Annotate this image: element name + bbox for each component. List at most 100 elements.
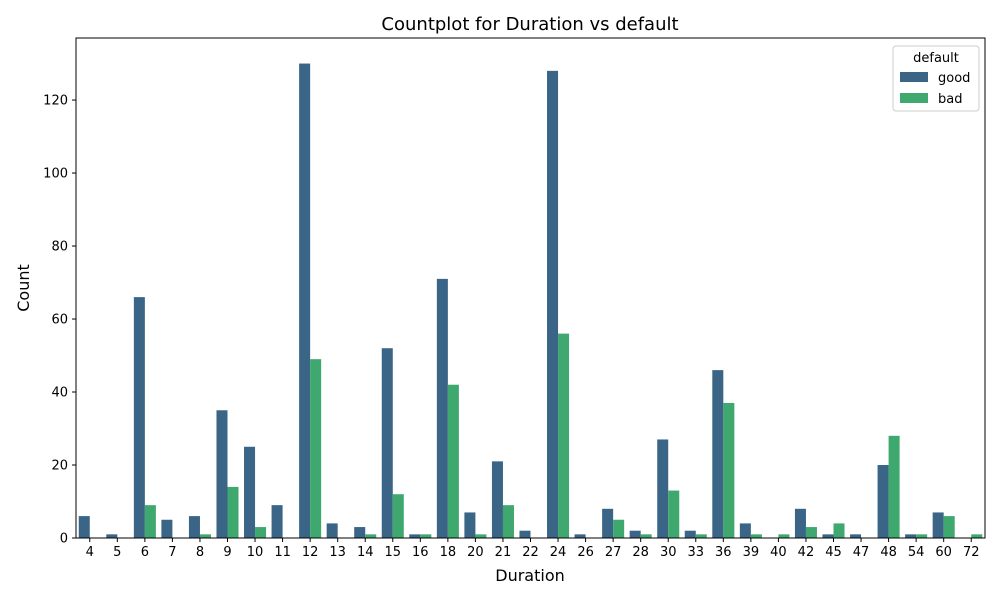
bar-bad-24 [558, 333, 570, 538]
x-tick-label: 27 [605, 545, 622, 560]
y-tick-label: 100 [43, 167, 68, 182]
x-tick-label: 7 [168, 545, 176, 560]
x-tick-label: 47 [853, 545, 870, 560]
bar-good-6 [133, 297, 145, 538]
bar-bad-39 [750, 534, 762, 538]
bar-bad-36 [723, 402, 735, 538]
y-tick-label: 120 [43, 94, 68, 109]
bar-bad-8 [199, 534, 211, 538]
bar-good-48 [877, 465, 889, 538]
bar-good-12 [299, 63, 311, 539]
bar-bad-10 [255, 527, 267, 538]
bar-bad-21 [502, 505, 514, 538]
bar-good-22 [519, 530, 531, 538]
y-tick-label: 40 [51, 386, 68, 401]
y-axis-ticks: 0 20 40 60 80 100 120 [43, 94, 76, 547]
x-tick-label: 26 [577, 545, 594, 560]
bar-good-33 [684, 530, 696, 538]
x-tick-label: 14 [357, 545, 374, 560]
x-tick-label: 33 [687, 545, 704, 560]
bar-good-26 [574, 534, 586, 538]
x-axis-label: Duration [495, 566, 565, 585]
x-tick-label: 39 [743, 545, 760, 560]
x-tick-label: 42 [798, 545, 815, 560]
bar-good-21 [491, 461, 503, 538]
bar-bad-6 [144, 505, 156, 538]
bar-bad-42 [805, 527, 817, 538]
x-tick-label: 20 [467, 545, 484, 560]
bar-good-8 [188, 516, 200, 538]
bar-bad-12 [310, 359, 322, 538]
x-tick-label: 15 [384, 545, 401, 560]
x-tick-label: 72 [963, 545, 980, 560]
x-tick-label: 22 [522, 545, 539, 560]
bar-bad-14 [365, 534, 377, 538]
bar-good-36 [712, 370, 724, 538]
y-tick-label: 20 [51, 459, 68, 474]
bar-good-14 [354, 527, 366, 538]
bar-good-28 [629, 530, 641, 538]
x-tick-label: 21 [495, 545, 512, 560]
bar-good-11 [271, 505, 283, 538]
bar-bad-15 [392, 494, 404, 538]
x-tick-label: 48 [880, 545, 897, 560]
bar-good-27 [602, 508, 614, 538]
legend-swatch-bad [900, 93, 928, 103]
chart-title: Countplot for Duration vs default [381, 14, 678, 35]
bar-bad-16 [420, 534, 432, 538]
legend-title: default [913, 51, 959, 66]
x-tick-label: 28 [632, 545, 649, 560]
legend: default good bad [892, 45, 980, 112]
bar-bad-33 [695, 534, 707, 538]
x-tick-label: 6 [141, 545, 149, 560]
x-tick-label: 5 [113, 545, 121, 560]
legend-label-good: good [938, 71, 970, 86]
bar-bad-28 [640, 534, 652, 538]
bar-good-7 [161, 519, 173, 538]
bar-good-18 [436, 278, 448, 538]
bar-good-20 [464, 512, 476, 538]
bar-bad-18 [447, 384, 459, 538]
bar-good-16 [409, 534, 421, 538]
x-tick-label: 11 [274, 545, 291, 560]
bar-bad-48 [888, 435, 900, 538]
bar-good-39 [739, 523, 751, 538]
x-tick-label: 8 [196, 545, 204, 560]
x-tick-label: 54 [908, 545, 925, 560]
bars-layer [78, 63, 983, 539]
bar-good-5 [106, 534, 118, 538]
bar-bad-45 [833, 523, 845, 538]
legend-swatch-good [900, 72, 928, 82]
x-tick-label: 18 [440, 545, 457, 560]
x-tick-label: 13 [329, 545, 346, 560]
bar-bad-72 [971, 534, 983, 538]
bar-good-60 [932, 512, 944, 538]
x-tick-label: 12 [302, 545, 319, 560]
y-tick-label: 80 [51, 240, 68, 255]
y-tick-label: 60 [51, 313, 68, 328]
x-tick-label: 40 [770, 545, 787, 560]
legend-label-bad: bad [938, 92, 962, 107]
bar-good-13 [326, 523, 338, 538]
bar-bad-40 [778, 534, 790, 538]
y-axis-label: Count [14, 264, 33, 312]
bar-bad-54 [916, 534, 928, 538]
bar-good-30 [657, 439, 669, 538]
y-tick-label: 0 [60, 532, 68, 547]
x-tick-label: 45 [825, 545, 842, 560]
bar-good-47 [850, 534, 862, 538]
x-tick-label: 9 [223, 545, 231, 560]
x-axis-ticks: 4 5 6 7 8 9 10 11 12 13 14 15 16 18 20 21 22 24 26 27 28 30 33… [86, 538, 980, 560]
bar-bad-27 [613, 519, 625, 538]
x-tick-label: 24 [550, 545, 567, 560]
x-tick-label: 4 [86, 545, 94, 560]
bar-good-15 [381, 348, 393, 538]
bar-good-54 [905, 534, 917, 538]
x-tick-label: 60 [935, 545, 952, 560]
bar-bad-30 [668, 490, 680, 538]
x-tick-label: 10 [247, 545, 264, 560]
bar-good-24 [547, 70, 559, 538]
x-tick-label: 16 [412, 545, 429, 560]
bar-good-4 [78, 516, 90, 538]
